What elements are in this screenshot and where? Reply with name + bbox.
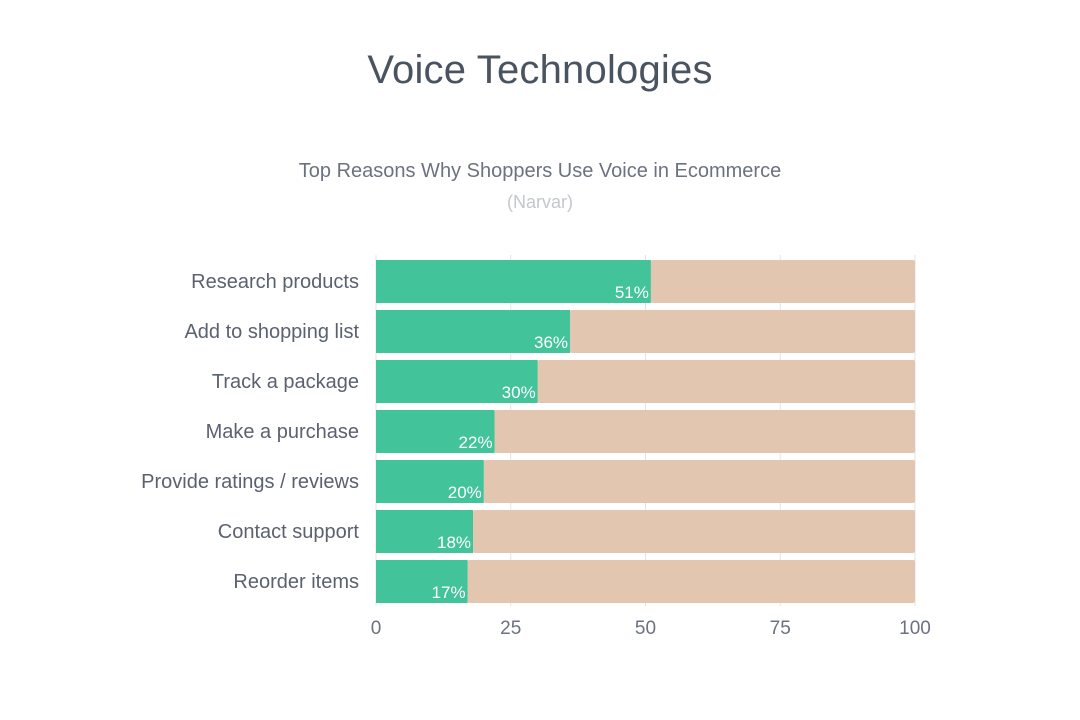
data-label: 51% — [615, 283, 649, 302]
value-bar — [376, 510, 474, 553]
category-label: Provide ratings / reviews — [141, 471, 359, 493]
data-label: 22% — [459, 433, 493, 452]
x-tick-label: 100 — [899, 618, 931, 639]
remainder-bar — [467, 560, 915, 603]
data-label: 18% — [437, 533, 471, 552]
x-tick-label: 50 — [635, 618, 656, 639]
category-label: Add to shopping list — [184, 321, 359, 343]
x-tick-label: 75 — [770, 618, 791, 639]
page-title: Voice Technologies — [367, 48, 713, 92]
value-bar — [376, 310, 571, 353]
remainder-bar — [483, 460, 915, 503]
category-label: Contact support — [218, 521, 360, 543]
value-bar — [376, 460, 484, 503]
label-layer: 51% Research products 36% Add to shopping l… — [141, 271, 649, 602]
remainder-bar — [650, 260, 915, 303]
remainder-bar — [537, 360, 915, 403]
remainder-bar — [494, 410, 915, 453]
value-bar — [376, 260, 651, 303]
chart-source: (Narvar) — [507, 192, 573, 212]
chart-title: Top Reasons Why Shoppers Use Voice in Ec… — [298, 160, 782, 182]
value-bar — [376, 410, 495, 453]
data-label: 20% — [448, 483, 482, 502]
x-tick-label: 25 — [500, 618, 521, 639]
x-tick-label: 0 — [371, 618, 382, 639]
value-bar — [376, 360, 538, 403]
category-label: Research products — [191, 271, 359, 293]
bar-layer — [376, 260, 915, 603]
category-label: Track a package — [212, 371, 359, 393]
value-bar — [376, 560, 468, 603]
data-label: 30% — [502, 383, 536, 402]
category-label: Reorder items — [233, 571, 359, 593]
data-label: 36% — [534, 333, 568, 352]
category-label: Make a purchase — [206, 421, 359, 443]
data-label: 17% — [432, 583, 466, 602]
x-axis: 0 25 50 75 100 — [371, 618, 931, 639]
remainder-bar — [473, 510, 915, 553]
remainder-bar — [570, 310, 915, 353]
